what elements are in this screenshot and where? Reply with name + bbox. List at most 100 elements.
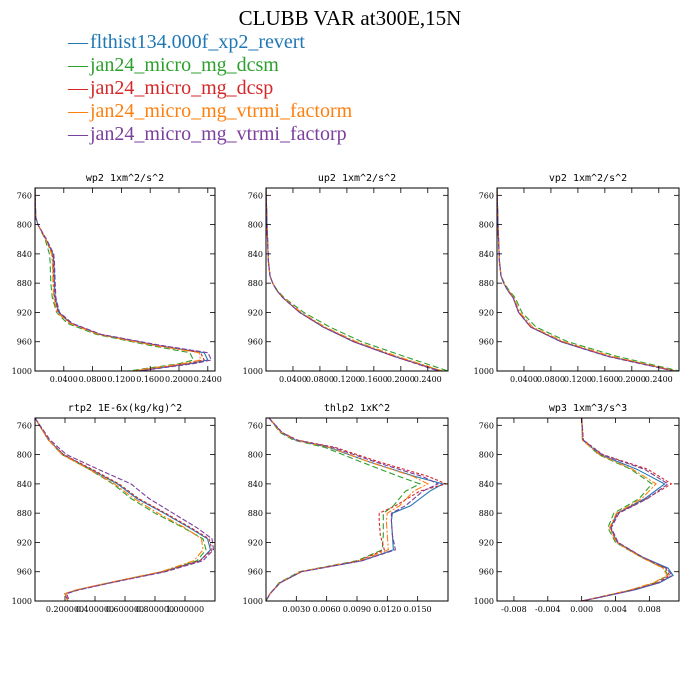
x-tick-label: 0.0800 <box>537 375 565 384</box>
y-tick-label: 800 <box>479 221 494 230</box>
panel-title: wp2 1xm^2/s^2 <box>86 173 164 184</box>
legend-label: jan24_micro_mg_vtrmi_factorp <box>90 123 347 145</box>
y-tick-label: 920 <box>17 538 32 547</box>
y-tick-label: 880 <box>17 279 32 288</box>
series-line-2 <box>497 188 676 371</box>
x-tick-label: 0.0400 <box>279 375 307 384</box>
x-tick-label: 0.200000 <box>46 605 84 614</box>
y-tick-label: 760 <box>479 191 494 200</box>
x-tick-label: 0.0400 <box>510 375 538 384</box>
panel-frame <box>265 417 449 602</box>
legend-swatch: — <box>68 100 88 122</box>
panel-3: rtp2 1E-6x(kg/kg)^2 760 800 840 880 920 960 100… <box>12 403 216 614</box>
panel-frame <box>34 417 216 602</box>
series-line-2 <box>266 188 441 371</box>
y-tick-label: 1000 <box>243 597 263 606</box>
series-line-3 <box>35 418 204 601</box>
series-line-0 <box>266 418 445 601</box>
series-line-0 <box>266 188 442 371</box>
y-tick-label: 760 <box>479 421 494 430</box>
y-tick-label: 880 <box>248 509 263 518</box>
panel-title: thlp2 1xK^2 <box>324 403 390 414</box>
x-tick-label: 0.2400 <box>414 375 442 384</box>
panel-frame <box>496 187 680 372</box>
y-tick-label: 800 <box>479 451 494 460</box>
series-line-1 <box>35 418 207 601</box>
y-tick-label: 1000 <box>12 367 32 376</box>
series-line-4 <box>266 188 439 371</box>
y-tick-label: 920 <box>248 308 263 317</box>
panel-title: vp2 1xm^2/s^2 <box>549 173 627 184</box>
panel-frame <box>34 187 216 372</box>
panel-5: wp3 1xm^3/s^3 760 800 840 880 920 960 1000 -0.00… <box>474 403 680 614</box>
y-tick-label: 920 <box>479 308 494 317</box>
x-tick-label: 1.000000 <box>166 605 204 614</box>
x-tick-label: 0.000 <box>570 605 593 614</box>
panel-2: vp2 1xm^2/s^2 760 800 840 880 920 960 1000 0.040… <box>474 173 680 384</box>
x-tick-label: 0.004 <box>604 605 627 614</box>
y-tick-label: 840 <box>17 480 32 489</box>
y-tick-label: 880 <box>479 509 494 518</box>
y-tick-label: 800 <box>17 221 32 230</box>
y-tick-label: 960 <box>479 568 494 577</box>
x-tick-label: 0.2000 <box>618 375 646 384</box>
y-tick-label: 800 <box>248 451 263 460</box>
x-tick-label: 0.0150 <box>404 605 432 614</box>
x-tick-label: 0.0060 <box>313 605 341 614</box>
legend-swatch: — <box>68 77 88 99</box>
legend-label: jan24_micro_mg_dcsm <box>90 54 279 76</box>
y-tick-label: 880 <box>248 279 263 288</box>
panel-frame <box>265 187 449 372</box>
y-tick-label: 760 <box>17 191 32 200</box>
x-tick-label: -0.008 <box>501 605 527 614</box>
x-tick-label: 0.0120 <box>373 605 401 614</box>
series-line-0 <box>35 418 212 601</box>
panel-1: up2 1xm^2/s^2 760 800 840 880 920 960 1000 0.040… <box>243 173 449 384</box>
y-tick-label: 920 <box>17 308 32 317</box>
x-tick-label: 0.0090 <box>343 605 371 614</box>
series-line-1 <box>266 418 422 601</box>
series-line-4 <box>581 418 674 601</box>
x-tick-label: 0.2000 <box>165 375 193 384</box>
y-tick-label: 840 <box>17 250 32 259</box>
x-tick-label: -0.004 <box>535 605 561 614</box>
x-tick-label: 0.1200 <box>564 375 592 384</box>
series-line-0 <box>497 188 676 371</box>
legend-label: jan24_micro_mg_vtrmi_factorm <box>90 100 353 122</box>
y-tick-label: 960 <box>248 568 263 577</box>
panel-0: wp2 1xm^2/s^2 760 800 840 880 920 960 1000 0.040… <box>12 173 222 384</box>
y-tick-label: 800 <box>17 451 32 460</box>
panel-frame <box>496 417 680 602</box>
y-tick-label: 760 <box>248 191 263 200</box>
series-line-2 <box>266 418 448 601</box>
series-line-4 <box>35 418 215 601</box>
x-tick-label: 0.1200 <box>107 375 135 384</box>
legend-swatch: — <box>68 54 88 76</box>
legend-label: flthist134.000f_xp2_revert <box>90 31 305 53</box>
y-tick-label: 760 <box>248 421 263 430</box>
series-line-1 <box>35 188 195 371</box>
y-tick-label: 960 <box>479 338 494 347</box>
x-tick-label: 0.2400 <box>194 375 222 384</box>
legend-swatch: — <box>68 31 88 53</box>
y-tick-label: 920 <box>248 538 263 547</box>
series-line-4 <box>35 188 213 371</box>
y-tick-label: 1000 <box>474 597 494 606</box>
series-line-1 <box>266 188 448 371</box>
x-tick-label: 0.2000 <box>387 375 415 384</box>
y-tick-label: 920 <box>479 538 494 547</box>
x-tick-label: 0.0800 <box>306 375 334 384</box>
series-line-3 <box>266 418 430 601</box>
legend-item-1: — jan24_micro_mg_dcsm <box>68 54 352 77</box>
x-tick-label: 0.600000 <box>106 605 144 614</box>
series-line-2 <box>35 188 206 371</box>
y-tick-label: 1000 <box>243 367 263 376</box>
x-tick-label: 0.1600 <box>360 375 388 384</box>
y-tick-label: 840 <box>248 250 263 259</box>
x-tick-label: 0.0400 <box>50 375 78 384</box>
y-tick-label: 800 <box>248 221 263 230</box>
series-line-3 <box>497 188 677 371</box>
y-tick-label: 960 <box>17 338 32 347</box>
